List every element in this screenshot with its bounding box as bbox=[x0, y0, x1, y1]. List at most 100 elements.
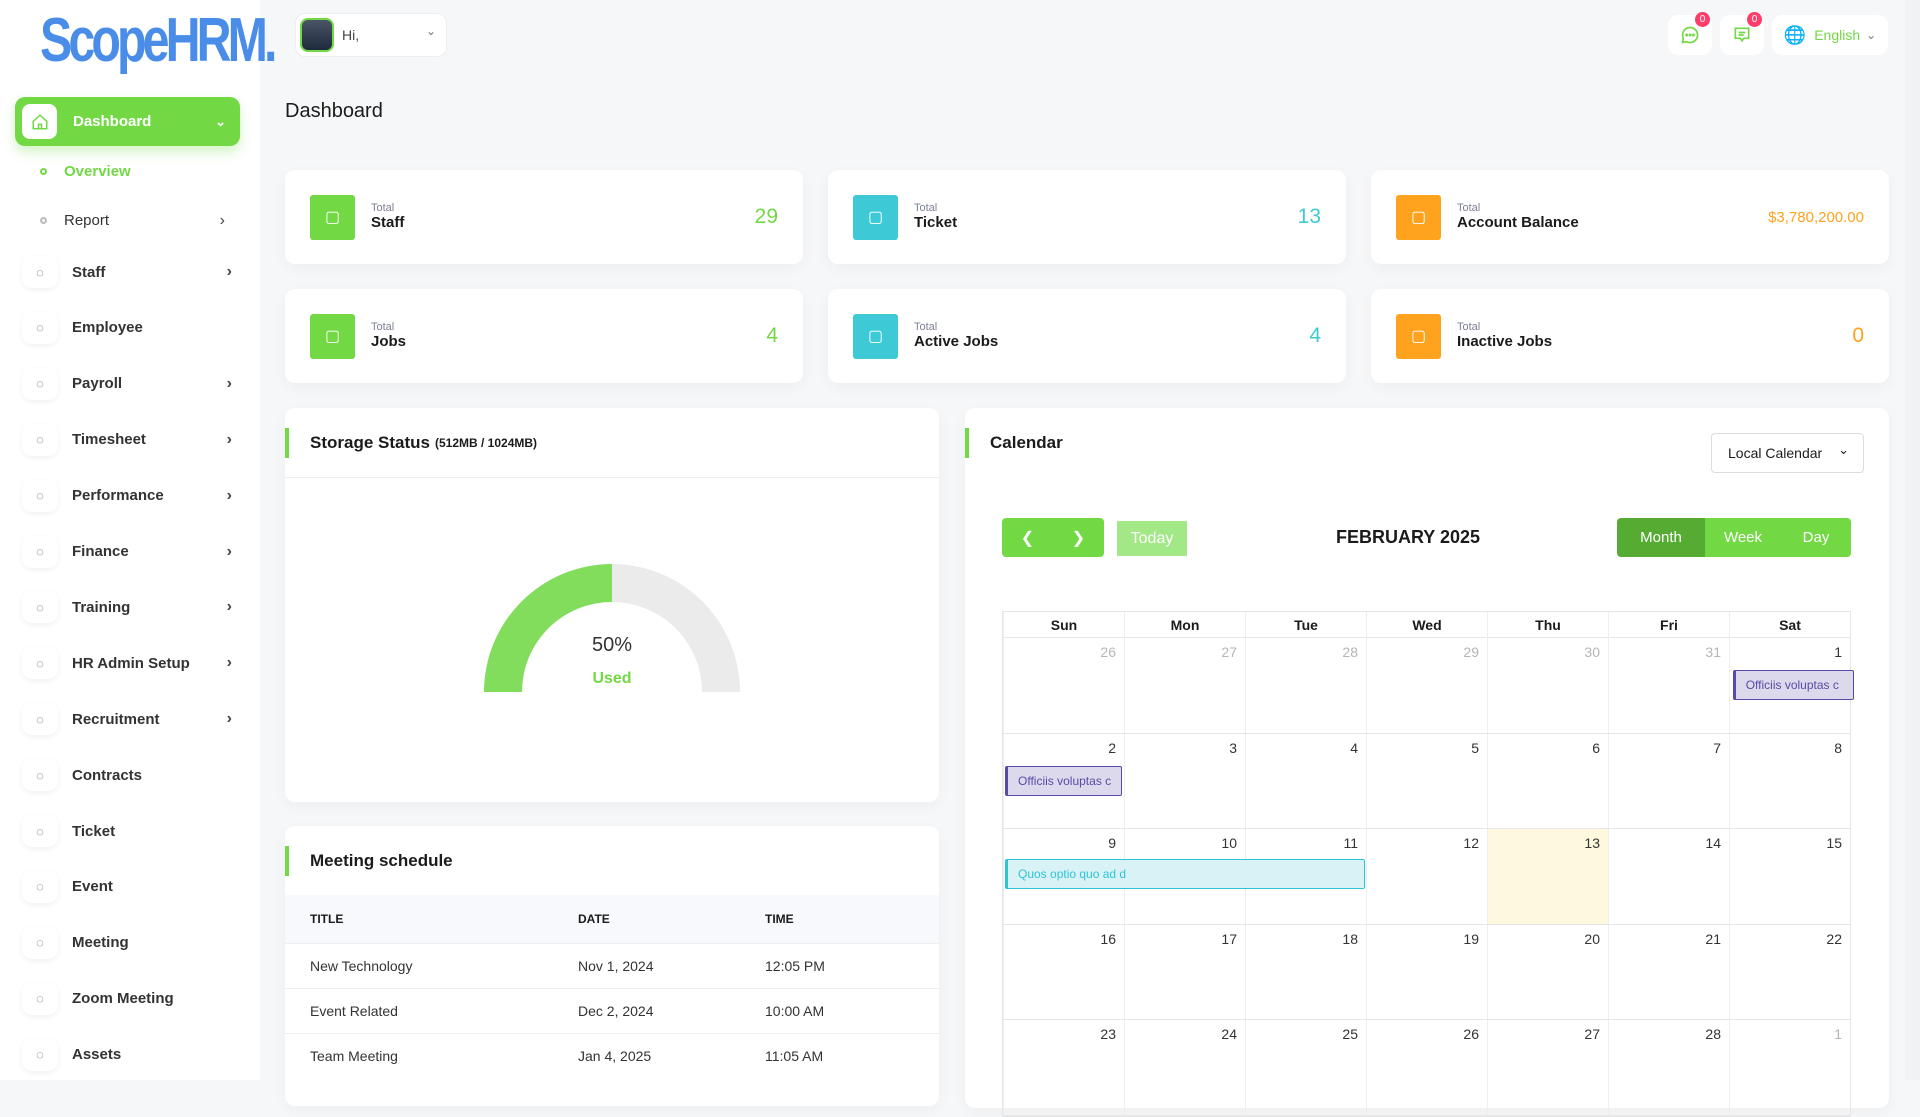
storage-gauge bbox=[484, 564, 740, 692]
stat-card-jobs: ▢ Total Jobs 4 bbox=[285, 289, 803, 383]
sidebar-item-finance[interactable]: ◌ Finance › bbox=[22, 534, 232, 570]
stat-value: 0 bbox=[1852, 324, 1864, 347]
calendar-day[interactable]: 2 bbox=[1003, 733, 1124, 828]
chat-button[interactable]: 0 bbox=[1668, 12, 1712, 55]
greeting-text: Hi, bbox=[342, 27, 360, 43]
sidebar-subitem-report[interactable]: Report › bbox=[40, 212, 225, 229]
sidebar-item-performance[interactable]: ◌ Performance › bbox=[22, 478, 232, 514]
meeting-table: TITLE DATE TIME New Technology Nov 1, 202… bbox=[285, 895, 939, 1078]
calendar-day[interactable]: 28 bbox=[1608, 1020, 1729, 1115]
calendar-day[interactable]: 26 bbox=[1003, 638, 1124, 733]
calendar-source-select[interactable]: Local Calendar ⌄ bbox=[1711, 433, 1864, 473]
table-row[interactable]: Team Meeting Jan 4, 2025 11:05 AM bbox=[285, 1032, 939, 1078]
view-week-button[interactable]: Week bbox=[1705, 518, 1781, 557]
next-month-button[interactable]: ❯ bbox=[1053, 518, 1104, 557]
message-icon bbox=[1734, 27, 1750, 43]
sidebar-item-assets[interactable]: ◌ Assets bbox=[22, 1037, 232, 1073]
calendar-day[interactable]: 13 bbox=[1487, 829, 1608, 924]
scrollbar[interactable] bbox=[1905, 0, 1920, 1080]
calendar-day[interactable]: 8 bbox=[1729, 733, 1850, 828]
sidebar-item-staff[interactable]: ◌ Staff › bbox=[22, 254, 232, 290]
video-icon: ◌ bbox=[22, 982, 58, 1015]
chat-bubble-icon bbox=[1681, 26, 1699, 44]
stat-value: 4 bbox=[766, 324, 778, 347]
calendar-day[interactable]: 18 bbox=[1245, 924, 1366, 1019]
sidebar-item-zoom-meeting[interactable]: ◌ Zoom Meeting bbox=[22, 981, 232, 1017]
stat-label: Total Account Balance bbox=[1457, 202, 1579, 232]
calendar-day[interactable]: 26 bbox=[1366, 1020, 1487, 1115]
sidebar-item-label: Staff bbox=[72, 263, 106, 281]
calendar-day[interactable]: 16 bbox=[1003, 924, 1124, 1019]
calendar-day[interactable]: 9 bbox=[1003, 829, 1124, 924]
calendar-day[interactable]: 30 bbox=[1487, 638, 1608, 733]
sidebar-item-ticket[interactable]: ◌ Ticket bbox=[22, 813, 232, 849]
sidebar-subitem-overview[interactable]: Overview bbox=[40, 163, 131, 180]
calendar-day[interactable]: 14 bbox=[1608, 829, 1729, 924]
calendar-day[interactable]: 25 bbox=[1245, 1020, 1366, 1115]
calendar-day[interactable]: 1 bbox=[1729, 1020, 1850, 1115]
user-menu[interactable]: Hi, ⌄ bbox=[295, 13, 447, 57]
sidebar-item-hr-admin-setup[interactable]: ◌ HR Admin Setup › bbox=[22, 645, 232, 681]
calendar-day[interactable]: 4 bbox=[1245, 733, 1366, 828]
sidebar-item-meeting[interactable]: ◌ Meeting bbox=[22, 925, 232, 961]
view-month-button[interactable]: Month bbox=[1617, 518, 1705, 557]
sidebar-item-payroll[interactable]: ◌ Payroll › bbox=[22, 366, 232, 402]
sidebar-item-timesheet[interactable]: ◌ Timesheet › bbox=[22, 422, 232, 458]
sidebar-item-recruitment[interactable]: ◌ Recruitment › bbox=[22, 701, 232, 737]
today-button[interactable]: Today bbox=[1117, 521, 1187, 556]
calendar-clock-icon: ◌ bbox=[22, 926, 58, 959]
calendar-day[interactable]: 17 bbox=[1124, 924, 1245, 1019]
sidebar-item-label: Employee bbox=[72, 319, 143, 337]
calendar-day[interactable]: 5 bbox=[1366, 733, 1487, 828]
sidebar-item-training[interactable]: ◌ Training › bbox=[22, 589, 232, 625]
calendar-title: Calendar bbox=[965, 428, 1063, 458]
sidebar-item-dashboard[interactable]: Dashboard ⌄ bbox=[15, 97, 240, 146]
weekday-header: Thu bbox=[1487, 612, 1608, 638]
messages-button[interactable]: 0 bbox=[1720, 12, 1764, 55]
language-select[interactable]: 🌐 English ⌄ bbox=[1772, 15, 1888, 55]
users-icon: ◌ bbox=[22, 256, 58, 288]
calendar-day[interactable]: 22 bbox=[1729, 924, 1850, 1019]
chevron-right-icon: › bbox=[226, 263, 232, 280]
bullet-icon bbox=[40, 217, 47, 224]
stat-label: Total Ticket bbox=[914, 202, 957, 232]
calendar-day[interactable]: 21 bbox=[1608, 924, 1729, 1019]
chevron-right-icon: ❯ bbox=[1071, 529, 1086, 547]
table-row[interactable]: New Technology Nov 1, 2024 12:05 PM bbox=[285, 942, 939, 988]
calendar-day[interactable]: 6 bbox=[1487, 733, 1608, 828]
calendar-day[interactable]: 15 bbox=[1729, 829, 1850, 924]
calendar-day[interactable]: 24 bbox=[1124, 1020, 1245, 1115]
stat-caption: Total bbox=[371, 202, 395, 214]
calendar-event[interactable]: Quos optio quo ad d bbox=[1005, 859, 1365, 889]
sidebar-item-label: Training bbox=[72, 598, 131, 616]
logo[interactable]: ScopeHRM. bbox=[40, 6, 278, 75]
calendar-day[interactable]: 29 bbox=[1366, 638, 1487, 733]
view-switcher: Month Week Day bbox=[1617, 518, 1851, 557]
calendar-day[interactable]: 31 bbox=[1608, 638, 1729, 733]
calendar-day[interactable]: 3 bbox=[1124, 733, 1245, 828]
calendar-day[interactable]: 1 bbox=[1729, 638, 1850, 733]
sidebar-item-employee[interactable]: ◌ Employee bbox=[22, 310, 232, 346]
chevron-down-icon: ⌄ bbox=[1838, 442, 1849, 457]
calendar-day[interactable]: 27 bbox=[1487, 1020, 1608, 1115]
calendar-day[interactable]: 7 bbox=[1608, 733, 1729, 828]
calendar-event[interactable]: Officiis voluptas c bbox=[1732, 670, 1854, 700]
calendar-day[interactable]: 20 bbox=[1487, 924, 1608, 1019]
calendar-event[interactable]: Officiis voluptas c bbox=[1005, 765, 1123, 796]
calendar-day[interactable]: 28 bbox=[1245, 638, 1366, 733]
prev-month-button[interactable]: ❮ bbox=[1002, 518, 1053, 557]
calendar-day[interactable]: 23 bbox=[1003, 1020, 1124, 1115]
stat-label: Total Staff bbox=[371, 202, 404, 232]
calendar-day[interactable]: 19 bbox=[1366, 924, 1487, 1019]
view-day-button[interactable]: Day bbox=[1781, 518, 1851, 557]
meeting-date: Nov 1, 2024 bbox=[553, 942, 740, 988]
sidebar-item-event[interactable]: ◌ Event bbox=[22, 869, 232, 905]
stat-name: Staff bbox=[371, 214, 405, 231]
calendar-day[interactable]: 12 bbox=[1366, 829, 1487, 924]
calendar-day[interactable]: 27 bbox=[1124, 638, 1245, 733]
home-icon bbox=[22, 104, 57, 139]
table-row[interactable]: Event Related Dec 2, 2024 10:00 AM bbox=[285, 987, 939, 1033]
meeting-time: 10:00 AM bbox=[740, 987, 939, 1033]
stat-label: Total Active Jobs bbox=[914, 321, 998, 351]
sidebar-item-contracts[interactable]: ◌ Contracts bbox=[22, 757, 232, 793]
